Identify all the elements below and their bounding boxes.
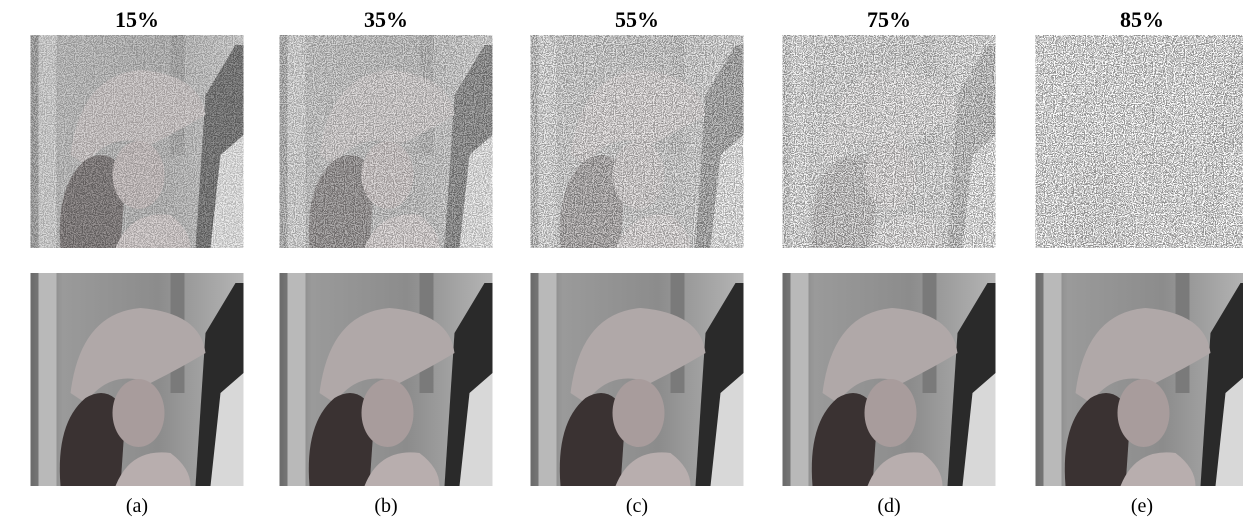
figure: 15% (a) 35% (b) 55% (c) 75% (d) 85% (e): [0, 0, 1243, 523]
noisy-image: [783, 35, 996, 248]
noisy-image: [31, 35, 244, 248]
noisy-image: [280, 35, 493, 248]
noise-level-label: 85%: [1120, 7, 1164, 32]
noise-level-label: 75%: [867, 7, 911, 32]
panel: 55% (c): [531, 7, 744, 517]
panel-caption: (d): [877, 495, 900, 517]
image-base: [531, 273, 744, 486]
image-base: [280, 273, 493, 486]
image-base: [1036, 273, 1243, 486]
panel: 75% (d): [783, 7, 996, 517]
panel-caption: (a): [126, 495, 148, 517]
image-base: [31, 273, 244, 486]
restored-image: [531, 273, 744, 486]
noise-level-label: 35%: [364, 7, 408, 32]
restored-image: [1036, 273, 1243, 486]
noise-level-label: 55%: [615, 7, 659, 32]
image-base: [783, 273, 996, 486]
restored-image: [783, 273, 996, 486]
noisy-image: [1036, 35, 1243, 248]
restored-image: [31, 273, 244, 486]
panel: 85% (e): [1036, 7, 1243, 517]
noise-overlay: [31, 35, 244, 248]
noise-overlay: [280, 35, 493, 248]
noise-overlay: [783, 35, 996, 248]
noise-overlay: [531, 35, 744, 248]
panel: 15% (a): [31, 7, 244, 517]
panel-caption: (e): [1131, 495, 1153, 517]
panel-caption: (b): [374, 495, 397, 517]
panel-caption: (c): [626, 495, 648, 517]
panel: 35% (b): [280, 7, 493, 517]
noise-level-label: 15%: [115, 7, 159, 32]
restored-image: [280, 273, 493, 486]
noisy-image: [531, 35, 744, 248]
noise-overlay: [1036, 35, 1243, 248]
